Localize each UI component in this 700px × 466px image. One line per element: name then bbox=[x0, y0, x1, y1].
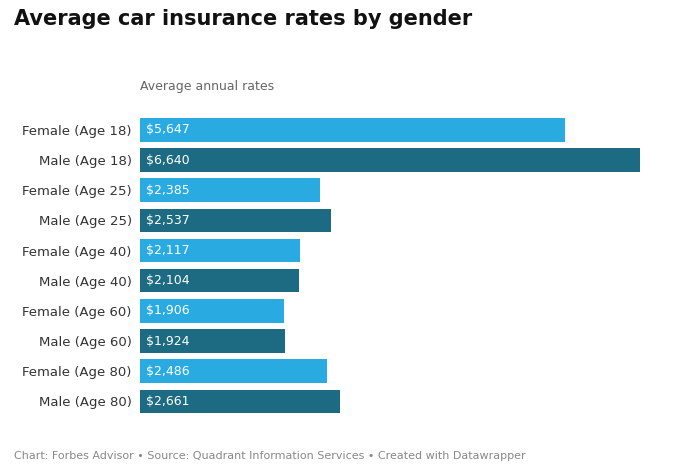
Bar bbox=[140, 118, 566, 142]
Text: Chart: Forbes Advisor • Source: Quadrant Information Services • Created with Dat: Chart: Forbes Advisor • Source: Quadrant… bbox=[14, 452, 526, 461]
Bar bbox=[140, 329, 285, 353]
Bar bbox=[140, 390, 340, 413]
Bar bbox=[140, 178, 320, 202]
Text: $6,640: $6,640 bbox=[146, 154, 190, 166]
Bar bbox=[140, 269, 298, 293]
Text: $2,486: $2,486 bbox=[146, 365, 190, 377]
Text: $1,906: $1,906 bbox=[146, 304, 190, 317]
Text: $2,661: $2,661 bbox=[146, 395, 190, 408]
Text: $2,385: $2,385 bbox=[146, 184, 190, 197]
Bar bbox=[140, 209, 331, 232]
Text: Average car insurance rates by gender: Average car insurance rates by gender bbox=[14, 9, 472, 29]
Text: $2,537: $2,537 bbox=[146, 214, 190, 227]
Bar bbox=[140, 239, 300, 262]
Text: $1,924: $1,924 bbox=[146, 335, 190, 348]
Text: $5,647: $5,647 bbox=[146, 123, 190, 137]
Bar bbox=[140, 299, 284, 322]
Bar bbox=[140, 148, 640, 172]
Text: Average annual rates: Average annual rates bbox=[140, 80, 274, 93]
Text: $2,104: $2,104 bbox=[146, 274, 190, 287]
Text: $2,117: $2,117 bbox=[146, 244, 190, 257]
Bar bbox=[140, 359, 328, 383]
